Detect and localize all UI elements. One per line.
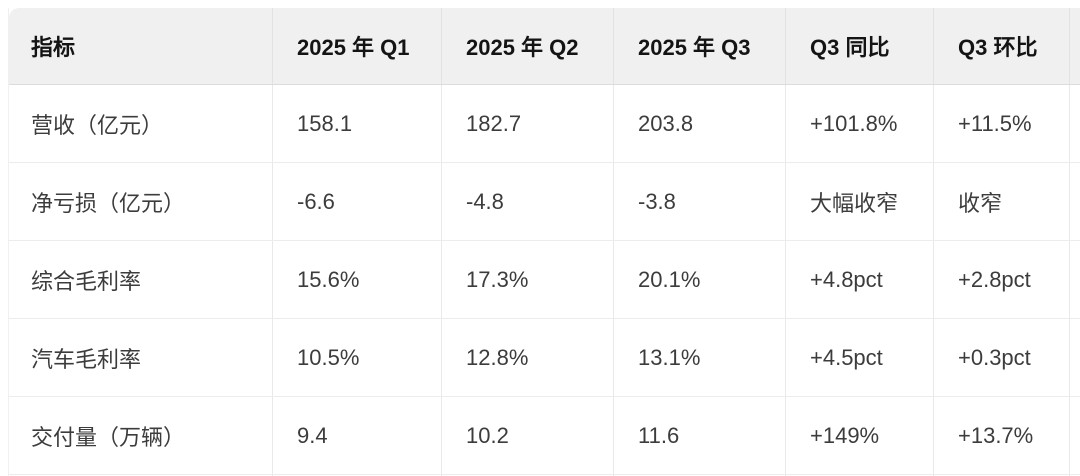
header-overflow-spacer (1069, 8, 1080, 84)
header-metric: 指标 (31, 35, 76, 60)
metric-cell: 交付量（万辆） (31, 424, 186, 450)
q3-cell: -3.8 (613, 163, 785, 240)
header-q1: 2025 年 Q1 (272, 8, 441, 84)
overflow-spacer-cell (1069, 85, 1080, 162)
qoq-cell: 收窄 (933, 163, 1069, 240)
table-header-row: 指标 2025 年 Q1 2025 年 Q2 2025 年 Q3 Q3 同比 Q… (9, 8, 1080, 85)
q2-cell: 12.8% (441, 319, 613, 396)
q3-cell: 20.1% (613, 241, 785, 318)
q2-cell: 10.2 (441, 397, 613, 474)
q1-cell: 15.6% (272, 241, 441, 318)
financial-metrics-table: 指标 2025 年 Q1 2025 年 Q2 2025 年 Q3 Q3 同比 Q… (8, 8, 1080, 476)
overflow-spacer-cell (1069, 397, 1080, 474)
qoq-cell: +11.5% (933, 85, 1069, 162)
metric-cell: 综合毛利率 (31, 268, 142, 294)
q3-cell: 13.1% (613, 319, 785, 396)
q3-cell: 203.8 (613, 85, 785, 162)
header-q3: 2025 年 Q3 (613, 8, 785, 84)
q3-cell: 11.6 (613, 397, 785, 474)
table-row: 营收（亿元） 158.1 182.7 203.8 +101.8% +11.5% (9, 85, 1080, 162)
q1-cell: 158.1 (272, 85, 441, 162)
yoy-cell: +4.8pct (785, 241, 933, 318)
q1-cell: -6.6 (272, 163, 441, 240)
q2-cell: 17.3% (441, 241, 613, 318)
overflow-spacer-cell (1069, 319, 1080, 396)
yoy-cell: +101.8% (785, 85, 933, 162)
qoq-cell: +13.7% (933, 397, 1069, 474)
q2-cell: 182.7 (441, 85, 613, 162)
table-row: 交付量（万辆） 9.4 10.2 11.6 +149% +13.7% (9, 396, 1080, 474)
metric-cell: 汽车毛利率 (31, 346, 142, 372)
table-row: 汽车毛利率 10.5% 12.8% 13.1% +4.5pct +0.3pct (9, 318, 1080, 396)
header-q2: 2025 年 Q2 (441, 8, 613, 84)
overflow-spacer-cell (1069, 163, 1080, 240)
q2-cell: -4.8 (441, 163, 613, 240)
yoy-cell: +149% (785, 397, 933, 474)
table-row: 净亏损（亿元） -6.6 -4.8 -3.8 大幅收窄 收窄 (9, 162, 1080, 240)
table-row: 综合毛利率 15.6% 17.3% 20.1% +4.8pct +2.8pct (9, 240, 1080, 318)
q1-cell: 9.4 (272, 397, 441, 474)
header-q3-yoy: Q3 同比 (785, 8, 933, 84)
yoy-cell: +4.5pct (785, 319, 933, 396)
table-body: 营收（亿元） 158.1 182.7 203.8 +101.8% +11.5% … (9, 85, 1080, 474)
metric-cell: 净亏损（亿元） (31, 190, 186, 216)
metric-cell: 营收（亿元） (31, 112, 164, 138)
overflow-spacer-cell (1069, 241, 1080, 318)
yoy-cell: 大幅收窄 (785, 163, 933, 240)
qoq-cell: +0.3pct (933, 319, 1069, 396)
q1-cell: 10.5% (272, 319, 441, 396)
header-q3-qoq: Q3 环比 (933, 8, 1069, 84)
qoq-cell: +2.8pct (933, 241, 1069, 318)
